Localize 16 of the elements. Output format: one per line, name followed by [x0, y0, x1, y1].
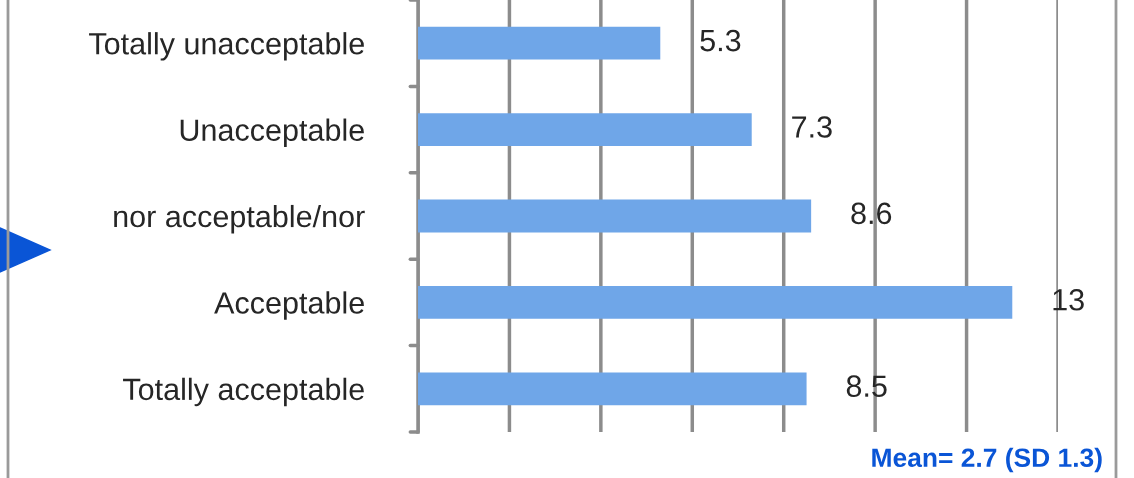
- bar: [418, 285, 1013, 319]
- y-tick-label: Totally acceptable: [123, 377, 364, 407]
- bar: [418, 113, 752, 147]
- data-label: 7.3: [792, 116, 832, 138]
- y-tick-label: Totally unacceptable: [89, 32, 364, 61]
- data-label: 13: [1053, 288, 1084, 311]
- bar: [418, 372, 807, 406]
- bar: [418, 199, 812, 233]
- data-label: 8.5: [846, 375, 887, 397]
- y-tick-label: Unacceptable: [180, 118, 364, 148]
- data-label: 5.3: [700, 29, 741, 52]
- data-label: 8.6: [851, 202, 892, 225]
- bar: [418, 26, 661, 60]
- y-tick-label: Acceptable: [214, 291, 364, 320]
- text: Mean= 2.7 (SD 1.3): [872, 447, 1102, 473]
- y-tick-label: nor acceptable/nor: [114, 204, 365, 234]
